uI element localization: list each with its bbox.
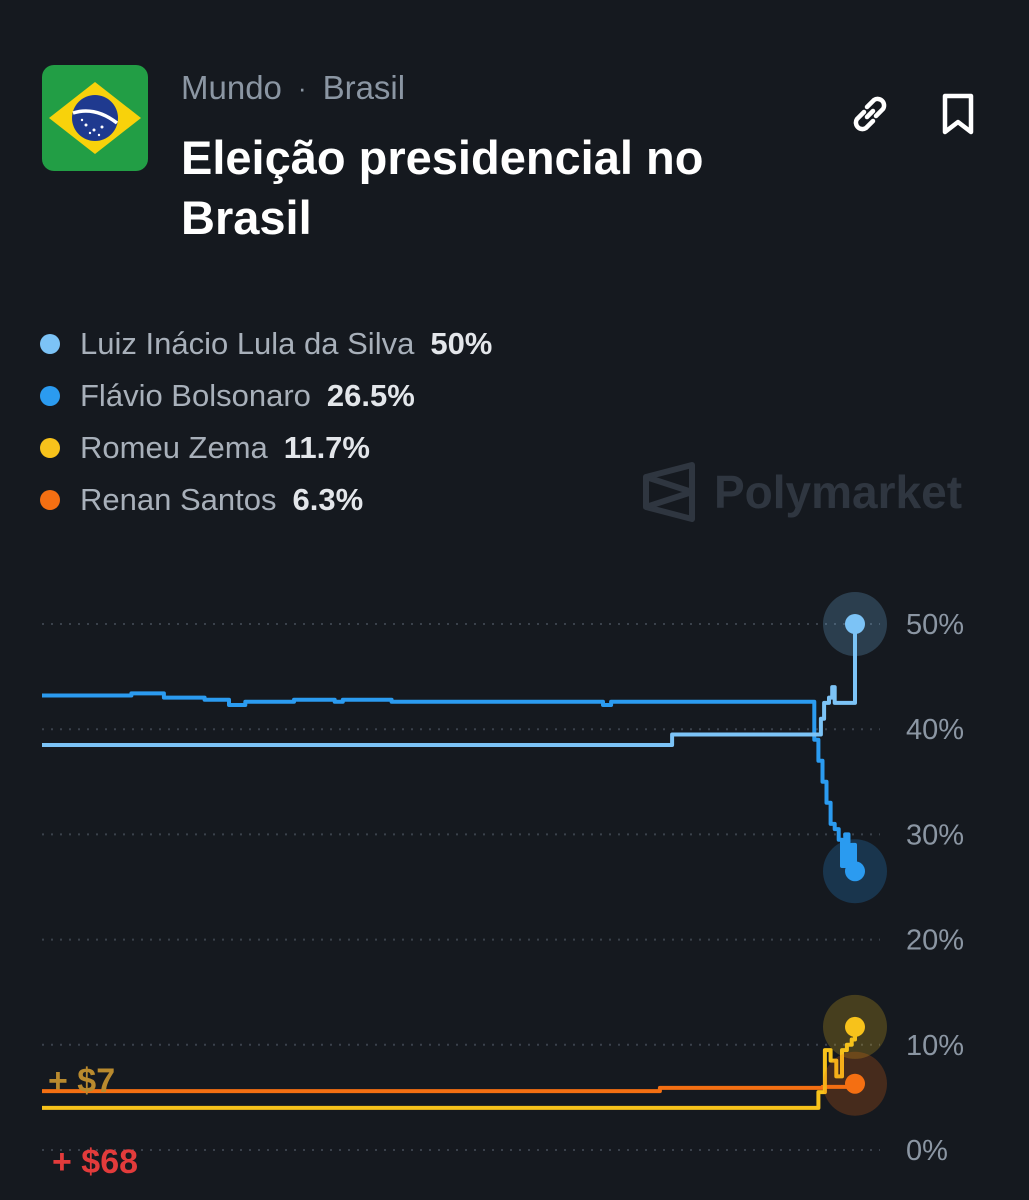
legend-swatch: [40, 334, 60, 354]
series-end-point: [845, 1016, 865, 1037]
legend-swatch: [40, 386, 60, 406]
legend-name: Romeu Zema: [80, 430, 268, 465]
legend-item: Romeu Zema 11.7%: [40, 422, 492, 474]
legend-item: Luiz Inácio Lula da Silva 50%: [40, 318, 492, 370]
series-line-2: [42, 1026, 857, 1110]
series-end-point: [845, 614, 865, 634]
legend-item: Flávio Bolsonaro 26.5%: [40, 370, 492, 422]
y-tick-label: 50%: [906, 609, 964, 641]
y-tick-label: 20%: [906, 925, 964, 957]
series-line-3: [42, 1083, 857, 1094]
breadcrumb-separator: ·: [297, 72, 307, 103]
price-chart: 50% 40% 30% 20% 10% 0% + $7 + $68: [42, 592, 964, 1180]
link-icon[interactable]: [846, 90, 894, 138]
chart-legend: Luiz Inácio Lula da Silva 50% Flávio Bol…: [40, 318, 492, 526]
annotation-red: + $68: [52, 1143, 138, 1180]
legend-swatch: [40, 438, 60, 458]
y-axis: 50% 40% 30% 20% 10% 0%: [906, 609, 964, 1167]
polymarket-logo-icon: [643, 462, 695, 522]
chart-markers: [823, 592, 887, 1116]
chart-series: [42, 624, 857, 1110]
y-tick-label: 40%: [906, 714, 964, 746]
watermark-text: Polymarket: [714, 466, 963, 518]
y-tick-label: 10%: [906, 1030, 964, 1062]
legend-value: 6.3%: [292, 482, 364, 517]
legend-value: 26.5%: [326, 378, 415, 413]
series-line-0: [42, 624, 857, 747]
legend-swatch: [40, 490, 60, 510]
legend-value: 11.7%: [283, 430, 370, 465]
series-end-point: [845, 861, 865, 882]
legend-name: Flávio Bolsonaro: [80, 378, 311, 413]
polymarket-watermark: Polymarket: [642, 460, 962, 524]
y-tick-label: 30%: [906, 819, 964, 851]
legend-name: Renan Santos: [80, 482, 277, 517]
y-tick-label: 0%: [906, 1135, 948, 1167]
breadcrumb-subcategory[interactable]: Brasil: [322, 69, 406, 106]
legend-item: Renan Santos 6.3%: [40, 474, 492, 526]
breadcrumb-category[interactable]: Mundo: [181, 69, 282, 106]
annotation-gold: + $7: [48, 1062, 115, 1100]
page-title: Eleição presidencial no Brasil: [181, 131, 704, 244]
bookmark-icon[interactable]: [934, 90, 982, 138]
legend-value: 50%: [430, 326, 493, 361]
series-end-point: [845, 1073, 865, 1094]
breadcrumb: Mundo · Brasil: [181, 68, 405, 108]
legend-name: Luiz Inácio Lula da Silva: [80, 326, 415, 361]
brazil-flag-icon: [42, 65, 148, 171]
series-line-1: [42, 691, 857, 872]
